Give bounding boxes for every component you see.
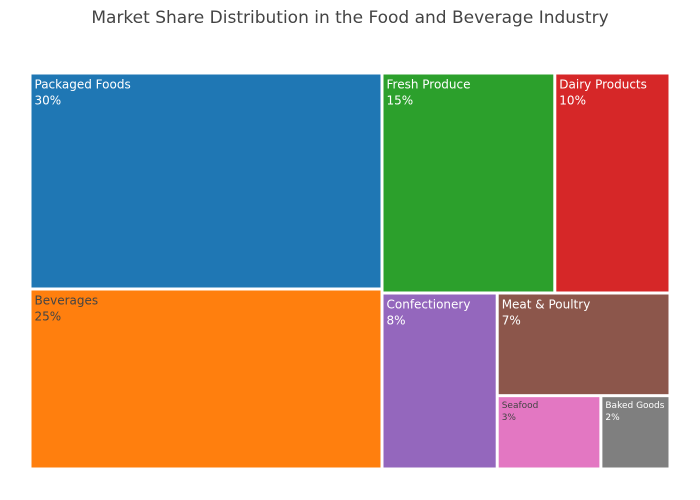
tile-beverages[interactable]: Beverages 25% (31, 290, 381, 468)
tile-fresh-produce[interactable]: Fresh Produce 15% (383, 74, 554, 292)
tile-value-label: 3% (502, 413, 517, 423)
tile-name-label: Confectionery (387, 298, 471, 312)
tile-packaged-foods[interactable]: Packaged Foods 30% (31, 74, 381, 288)
tile-value-label: 7% (502, 314, 521, 328)
tile-rect[interactable] (498, 294, 669, 395)
tile-value-label: 25% (35, 310, 62, 324)
tile-value-label: 2% (605, 413, 620, 423)
tile-confectionery[interactable]: Confectionery 8% (383, 294, 496, 468)
tile-name-label: Dairy Products (559, 78, 647, 92)
tile-seafood[interactable]: Seafood 3% (498, 397, 600, 468)
tile-rect[interactable] (383, 294, 496, 468)
tile-rect[interactable] (556, 74, 669, 292)
tile-rect[interactable] (383, 74, 554, 292)
tile-value-label: 8% (387, 314, 406, 328)
tile-rect[interactable] (31, 74, 381, 288)
tile-rect[interactable] (31, 290, 381, 468)
chart-title: Market Share Distribution in the Food an… (91, 8, 609, 28)
tile-dairy-products[interactable]: Dairy Products 10% (556, 74, 669, 292)
tile-name-label: Meat & Poultry (502, 298, 591, 312)
tile-name-label: Baked Goods (605, 401, 664, 411)
tile-value-label: 30% (35, 94, 62, 108)
tile-name-label: Fresh Produce (387, 78, 471, 92)
tile-meat-and-poultry[interactable]: Meat & Poultry 7% (498, 294, 669, 395)
tile-rect[interactable] (602, 397, 669, 468)
tile-name-label: Seafood (502, 401, 539, 411)
tile-baked-goods[interactable]: Baked Goods 2% (602, 397, 669, 468)
tile-name-label: Packaged Foods (35, 78, 131, 92)
tile-rect[interactable] (498, 397, 600, 468)
tile-name-label: Beverages (35, 294, 99, 308)
tile-value-label: 15% (387, 94, 414, 108)
tile-value-label: 10% (559, 94, 586, 108)
